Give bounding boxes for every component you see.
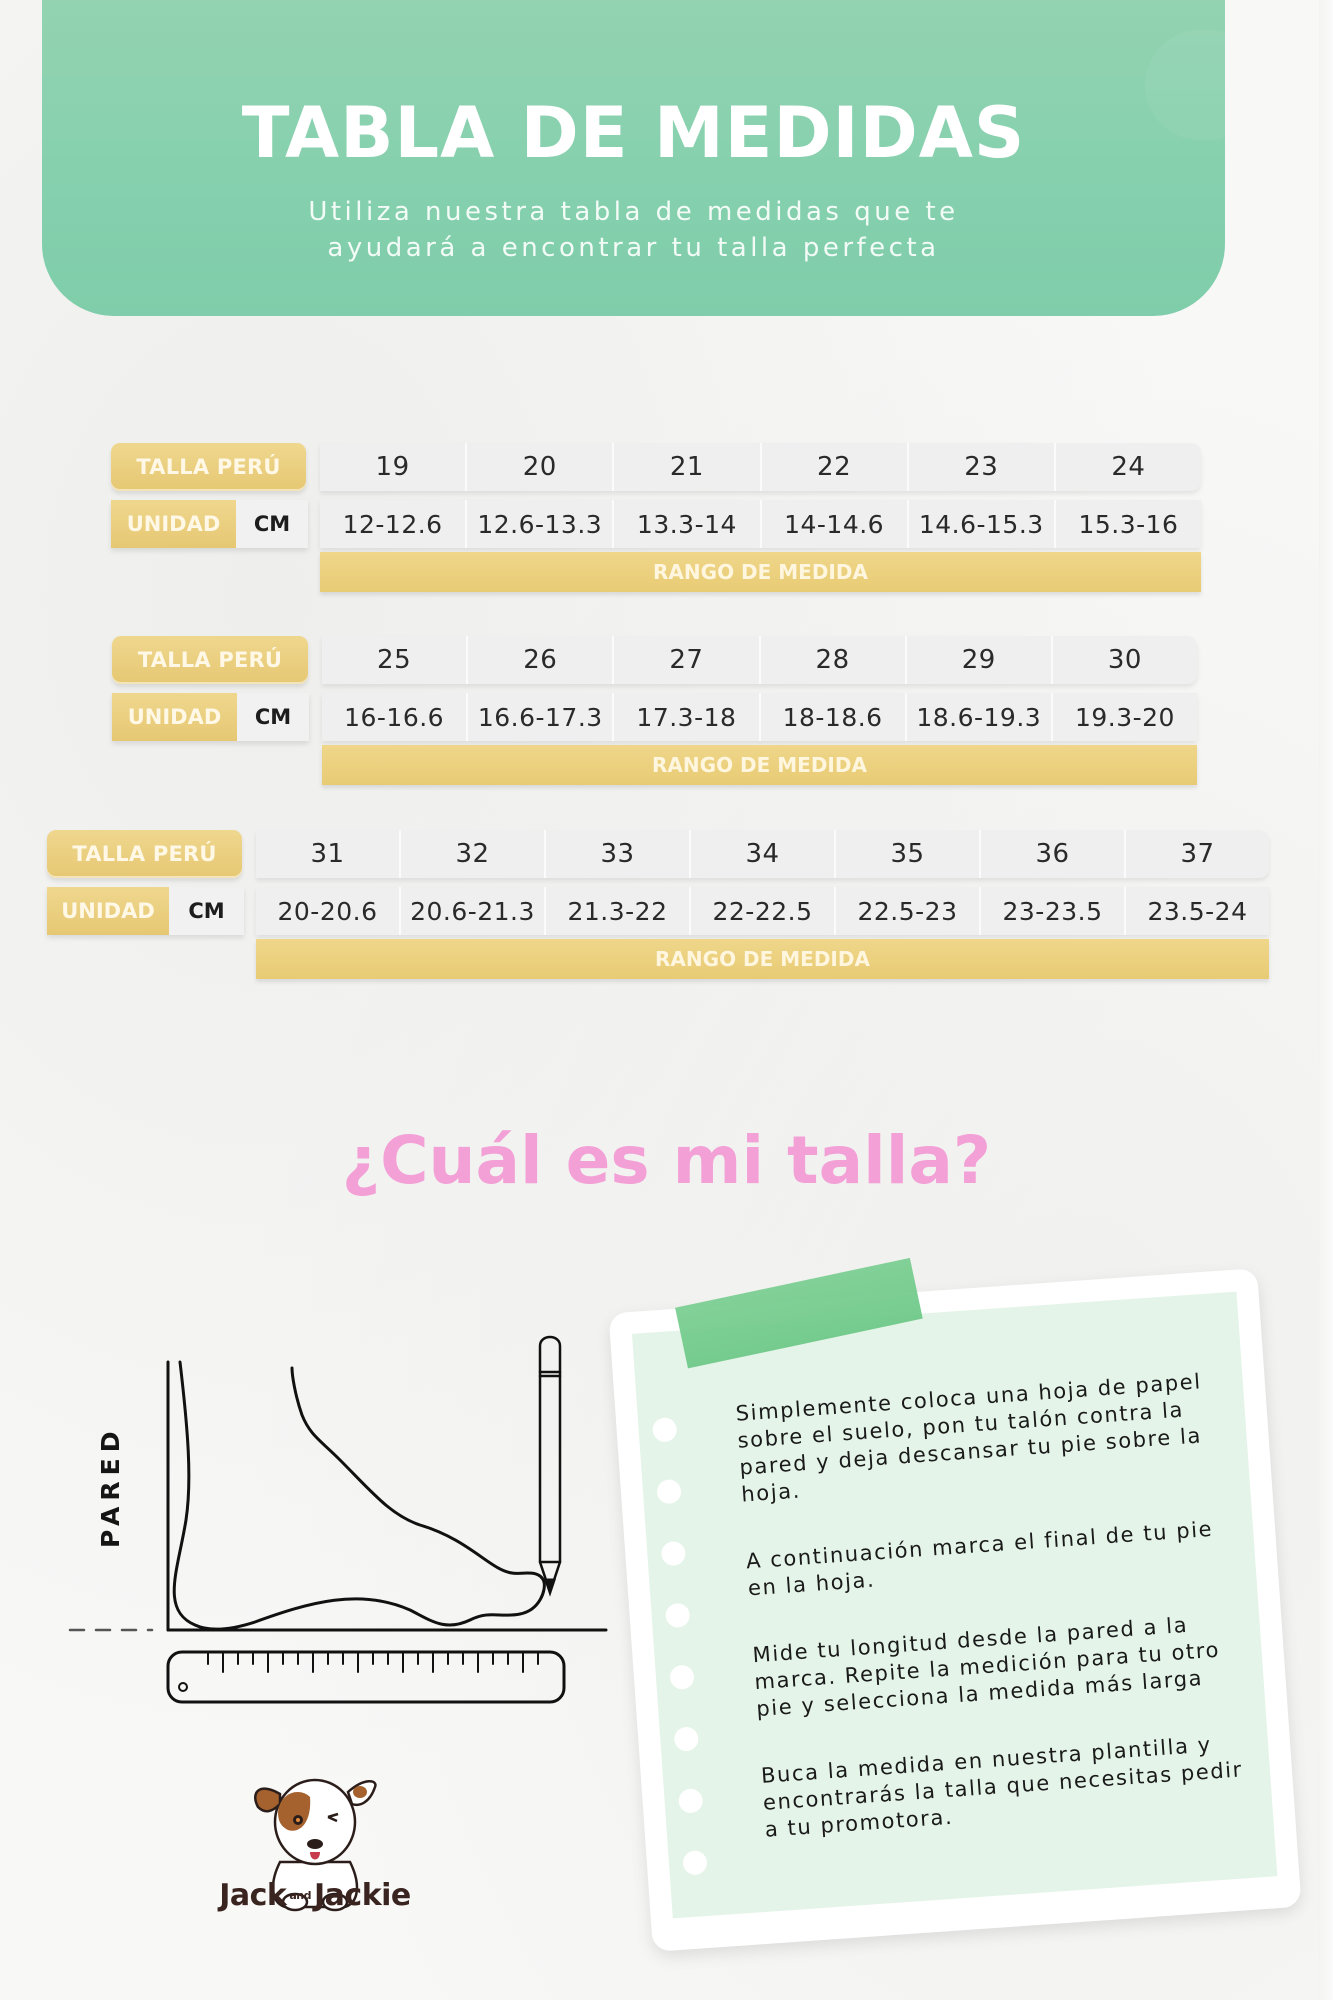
- range-cell: 21.3-22: [546, 887, 691, 935]
- size-cell: 36: [981, 830, 1126, 878]
- range-cell: 23.5-24: [1147, 896, 1248, 926]
- unidad-row: UNIDAD CM: [112, 693, 309, 741]
- size-cell: 25: [322, 636, 469, 684]
- talla-peru-label: TALLA PERÚ: [47, 830, 242, 878]
- size-cell: 35: [836, 830, 981, 878]
- brand-wordmark: Jack and Jackie: [200, 1878, 430, 1913]
- range-cell: 12.6-13.3: [467, 500, 615, 548]
- instructions-note-card: Simplemente coloca una hoja de papel sob…: [608, 1257, 1302, 1952]
- range-cell: 23-23.5: [981, 887, 1126, 935]
- page-subtitle: Utiliza nuestra tabla de medidas que te …: [42, 194, 1225, 266]
- size-cell: 21: [614, 443, 762, 491]
- range-cell: 18.6-19.3: [907, 693, 1053, 741]
- unidad-label: UNIDAD: [111, 500, 236, 548]
- range-cell: 14.6-15.3: [909, 500, 1056, 548]
- size-cell: 22: [762, 443, 909, 491]
- unidad-label: UNIDAD: [112, 693, 237, 741]
- size-cell: 37: [1180, 839, 1215, 869]
- ranges-row: 20-20.6 20.6-21.3 21.3-22 22-22.5 22.5-2…: [256, 887, 1269, 935]
- unidad-row: UNIDAD CM: [111, 500, 308, 548]
- sizes-row: 19 20 21 22 23 24: [320, 443, 1201, 491]
- talla-peru-label: TALLA PERÚ: [111, 443, 306, 491]
- range-cell: 17.3-18: [614, 693, 761, 741]
- sizes-row: 25 26 27 28 29 30: [322, 636, 1197, 684]
- size-columns: 31 32 33 34 35 36 37 20-20.6 20.6-21.3 2…: [256, 830, 1269, 979]
- jack-and-jackie-logo: [254, 1778, 377, 1912]
- subtitle-line-2: ayudará a encontrar tu talla perfecta: [327, 233, 940, 263]
- range-cell: 12-12.6: [320, 500, 468, 548]
- size-columns: 25 26 27 28 29 30 16-16.6 16.6-17.3 17.3…: [322, 636, 1197, 785]
- range-cell: 16-16.6: [322, 693, 469, 741]
- talla-peru-label: TALLA PERÚ: [112, 636, 308, 684]
- size-table-2: TALLA PERÚ UNIDAD CM 25 26 27 28 29 30 1…: [112, 636, 1197, 786]
- brand-part-2: Jackie: [314, 1878, 411, 1913]
- size-cell: 24: [1111, 452, 1146, 482]
- brand-and: and: [289, 1889, 311, 1902]
- subtitle-line-1: Utiliza nuestra tabla de medidas que te: [308, 197, 959, 227]
- size-cell: 26: [468, 636, 615, 684]
- header-banner: TABLA DE MEDIDAS Utiliza nuestra tabla d…: [42, 0, 1225, 316]
- size-cell: 33: [546, 830, 691, 878]
- range-cell: 20-20.6: [256, 887, 401, 935]
- unidad-row: UNIDAD CM: [47, 887, 244, 935]
- sizes-row: 31 32 33 34 35 36 37: [256, 830, 1269, 878]
- size-cell: 31: [256, 830, 401, 878]
- unit-cm: CM: [169, 887, 244, 935]
- brand-part-1: Jack: [219, 1878, 287, 1913]
- size-cell: 29: [907, 636, 1053, 684]
- unidad-label: UNIDAD: [47, 887, 169, 935]
- instructions-text: Simplemente coloca una hoja de papel sob…: [735, 1367, 1258, 1884]
- foot-measuring-illustration: [68, 1335, 608, 1704]
- range-cell: 20.6-21.3: [401, 887, 546, 935]
- page-edge: [1319, 0, 1333, 2000]
- range-cell: 18-18.6: [761, 693, 907, 741]
- size-cell: 34: [691, 830, 836, 878]
- rango-de-medida-bar: RANGO DE MEDIDA: [320, 552, 1201, 592]
- page-title: TABLA DE MEDIDAS: [241, 92, 1026, 174]
- ranges-row: 12-12.6 12.6-13.3 13.3-14 14-14.6 14.6-1…: [320, 500, 1201, 548]
- size-cell: 27: [614, 636, 761, 684]
- size-cell: 32: [401, 830, 546, 878]
- size-cell: 28: [761, 636, 907, 684]
- size-table-3: TALLA PERÚ UNIDAD CM 31 32 33 34 35 36 3…: [47, 830, 1269, 980]
- instruction-step-3: Mide tu longitud desde la pared a la mar…: [751, 1612, 1221, 1722]
- size-cell: 20: [467, 443, 615, 491]
- decorative-shape: [1145, 30, 1225, 140]
- ranges-row: 16-16.6 16.6-17.3 17.3-18 18-18.6 18.6-1…: [322, 693, 1197, 741]
- rango-de-medida-bar: RANGO DE MEDIDA: [322, 745, 1197, 785]
- instruction-step-4: Buca la medida en nuestra plantilla y en…: [760, 1732, 1244, 1842]
- size-cell: 19: [320, 443, 468, 491]
- range-cell: 22.5-23: [836, 887, 981, 935]
- size-cell: 23: [909, 443, 1056, 491]
- range-cell: 16.6-17.3: [468, 693, 615, 741]
- size-cell: 30: [1107, 645, 1142, 675]
- range-cell: 22-22.5: [691, 887, 836, 935]
- size-columns: 19 20 21 22 23 24 12-12.6 12.6-13.3 13.3…: [320, 443, 1201, 592]
- instruction-step-2: A continuación marca el final de tu pie …: [745, 1516, 1214, 1601]
- range-cell: 13.3-14: [614, 500, 762, 548]
- range-cell: 15.3-16: [1078, 509, 1179, 539]
- unit-cm: CM: [236, 500, 308, 548]
- unit-cm: CM: [237, 693, 309, 741]
- section-heading: ¿Cuál es mi talla?: [341, 1122, 992, 1199]
- size-table-1: TALLA PERÚ UNIDAD CM 19 20 21 22 23 24 1…: [111, 443, 1201, 593]
- range-cell: 19.3-20: [1074, 702, 1175, 732]
- rango-de-medida-bar: RANGO DE MEDIDA: [256, 939, 1269, 979]
- range-cell: 14-14.6: [762, 500, 909, 548]
